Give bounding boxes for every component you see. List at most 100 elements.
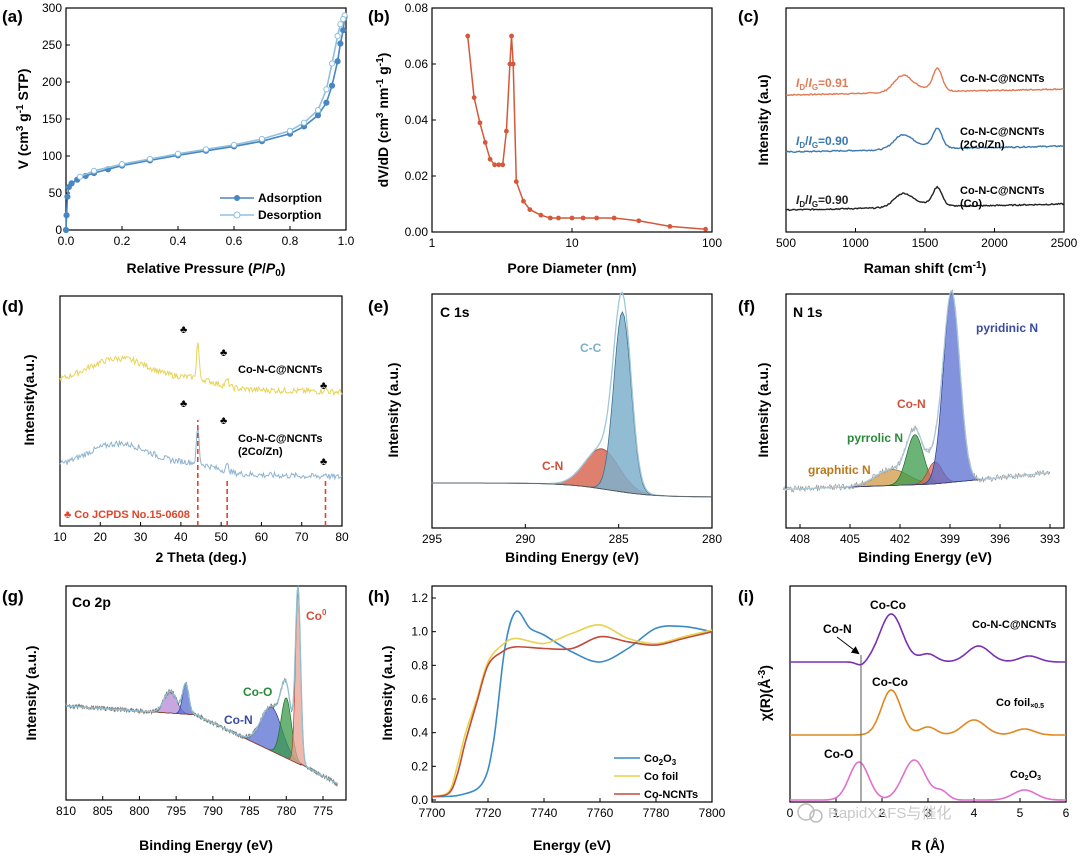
i-name-bot: Co2O3 xyxy=(1010,769,1041,782)
i-xtick-label: 0 xyxy=(787,806,794,820)
a-xtick-label: 0.6 xyxy=(226,234,243,248)
b-point xyxy=(594,215,600,221)
panel-i: (i) 0 1 2 3 4 5 6 R (Å) χ(R)(Å-3) Co-N Co-Co C… xyxy=(738,585,1070,853)
panel-e-xlabel: Binding Energy (eV) xyxy=(505,549,639,565)
panel-h-ylabel: Intensity (a.u.) xyxy=(379,646,395,741)
e-xtick-label: 280 xyxy=(702,532,722,546)
b-point xyxy=(636,218,642,224)
b-point xyxy=(527,207,533,213)
c-name-bot-2: (Co) xyxy=(960,198,982,210)
panel-b-frame xyxy=(431,7,713,233)
panel-g-lines xyxy=(65,585,338,787)
a-point xyxy=(258,135,266,143)
legend-desorption: Desorption xyxy=(258,208,321,222)
panel-a-legend: Adsorption Desorption xyxy=(220,191,322,222)
i-xtick-label: 6 xyxy=(1063,806,1070,820)
h-xtick-label: 7740 xyxy=(531,806,558,820)
i-anno-coco-2: Co-Co xyxy=(872,675,908,689)
c-series-2 xyxy=(785,185,1065,212)
panel-c-lines xyxy=(785,67,1065,212)
d-name-bot: Co-N-C@NCNTs xyxy=(238,433,322,445)
a-point xyxy=(62,226,70,234)
panel-i-lines xyxy=(790,613,1066,801)
b-point xyxy=(703,226,708,232)
i-xtick-label: 3 xyxy=(925,806,932,820)
b-point xyxy=(556,215,561,221)
g-envelope xyxy=(66,585,338,785)
panel-b-lines xyxy=(465,33,708,232)
a-point xyxy=(334,58,341,65)
c-xtick-label: 500 xyxy=(776,236,796,250)
f-xtick-label: 405 xyxy=(840,532,860,546)
legend-concnts: Co-NCNTs xyxy=(644,789,698,801)
a-point xyxy=(340,16,347,23)
panel-e-ticks: 295 290 285 280 xyxy=(422,524,722,546)
panel-g-xlabel: Binding Energy (eV) xyxy=(139,837,273,853)
d-xtick-label: 70 xyxy=(295,530,309,544)
panel-f-lines xyxy=(782,289,1051,493)
a-xtick-label: 0.2 xyxy=(114,234,131,248)
b-point xyxy=(510,61,516,67)
c-series-1 xyxy=(785,127,1065,154)
a-series-desorption xyxy=(79,15,346,178)
b-point xyxy=(509,33,514,39)
panel-b-xlabel: Pore Diameter (nm) xyxy=(507,260,636,276)
i-anno-con: Co-N xyxy=(823,622,852,636)
panel-h-frame xyxy=(431,585,713,803)
e-peak-cc: C-C xyxy=(580,341,602,355)
i-anno-coco-1: Co-Co xyxy=(870,598,906,612)
panel-d-xlabel: 2 Theta (deg.) xyxy=(155,549,246,565)
d-xtick-label: 10 xyxy=(53,530,67,544)
panel-g-ticks: 810 805 800 795 790 785 780 775 xyxy=(56,796,333,818)
legend-cofoil: Co foil xyxy=(644,771,678,783)
panel-f: (f) N 1s 408 405 402 399 396 393 Binding Ener… xyxy=(738,289,1065,565)
a-ytick-label: 100 xyxy=(42,149,62,163)
panel-c-xlabel: Raman shift (cm-1) xyxy=(864,260,987,276)
a-ytick-label: 150 xyxy=(42,112,62,126)
a-point xyxy=(314,107,322,114)
c-name-mid: Co-N-C@NCNTs xyxy=(960,126,1044,138)
d-reference-label: ♣ Co JCPDS No.15-0608 xyxy=(64,509,190,521)
b-xtick-label: 1 xyxy=(429,236,436,250)
e-xtick-label: 285 xyxy=(609,532,629,546)
panel-i-ylabel: χ(R)(Å-3) xyxy=(757,665,773,721)
a-xtick-label: 0.8 xyxy=(282,234,299,248)
c-xtick-label: 1000 xyxy=(842,236,869,250)
c-name-top: Co-N-C@NCNTs xyxy=(960,73,1044,85)
c-ratio-bot: ID/IG=0.90 xyxy=(796,193,849,209)
b-ytick-label: 0.06 xyxy=(405,57,429,71)
b-series-psd xyxy=(466,35,706,230)
a-ytick-label: 50 xyxy=(49,186,63,200)
a-point xyxy=(118,161,126,168)
panel-f-ylabel: Intensity (a.u.) xyxy=(755,363,771,458)
g-xtick-label: 795 xyxy=(166,804,186,818)
c-name-mid-2: (2Co/Zn) xyxy=(960,139,1005,151)
panel-d-lines xyxy=(59,342,343,526)
a-point xyxy=(337,40,344,47)
h-series-cofoil xyxy=(431,624,713,798)
g-xtick-label: 805 xyxy=(93,804,113,818)
a-xtick-label: 0.0 xyxy=(58,234,75,248)
h-series-co2o3 xyxy=(431,610,713,798)
b-point xyxy=(482,140,488,145)
d-series-0 xyxy=(59,342,343,397)
panel-c-ticks: 500 1000 1500 2000 2500 xyxy=(776,228,1078,250)
c-xtick-label: 2000 xyxy=(981,236,1008,250)
b-point xyxy=(507,61,513,67)
panel-f-title: N 1s xyxy=(793,304,823,320)
wechat-icon xyxy=(797,803,815,821)
c-xtick-label: 2500 xyxy=(1051,236,1078,250)
b-point xyxy=(471,95,477,100)
panel-g-title: Co 2p xyxy=(72,594,111,610)
f-xtick-label: 408 xyxy=(790,532,810,546)
panel-g-frame xyxy=(65,585,347,801)
b-point xyxy=(496,162,502,168)
b-ytick-label: 0.02 xyxy=(405,169,429,183)
i-name-top: Co-N-C@NCNTs xyxy=(972,619,1056,631)
e-xtick-label: 295 xyxy=(422,532,442,546)
d-name-top: Co-N-C@NCNTs xyxy=(238,364,322,376)
panel-d-frame xyxy=(59,295,343,527)
d-club-3: ♣ xyxy=(320,380,327,392)
a-xtick-label: 1.0 xyxy=(338,234,355,248)
